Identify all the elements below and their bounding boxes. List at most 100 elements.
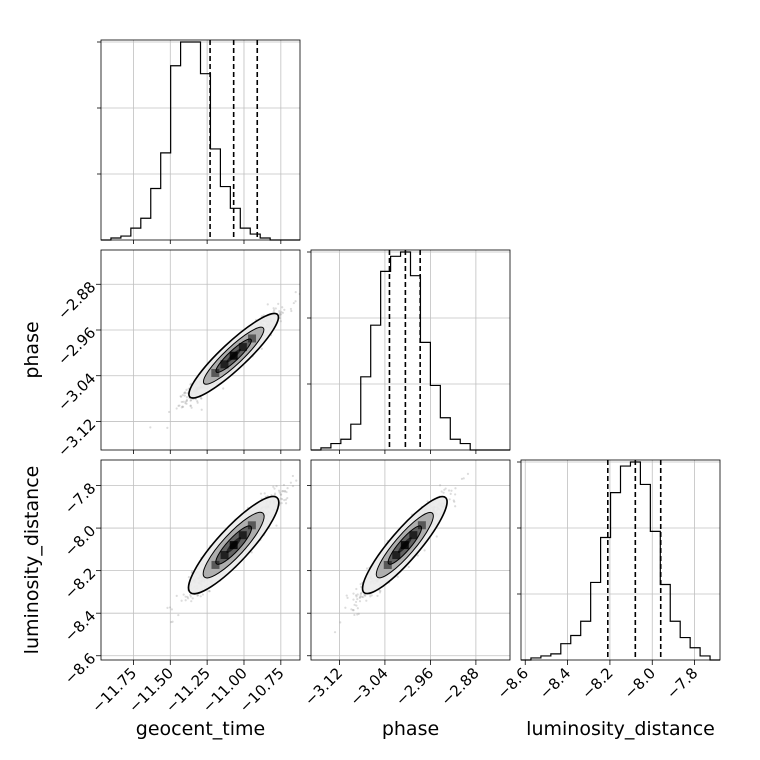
sample-point [369, 595, 372, 598]
sample-point [278, 313, 282, 316]
sample-point [379, 589, 382, 593]
sample-point [358, 596, 361, 599]
sample-point [294, 300, 297, 303]
sample-point [189, 404, 192, 407]
sample-point [177, 613, 180, 617]
sample-point [185, 402, 188, 405]
sample-point [170, 620, 173, 624]
sample-point [183, 392, 186, 395]
sample-point [370, 594, 373, 597]
density-peak-block [211, 368, 220, 377]
sample-point [333, 631, 337, 634]
sample-point [189, 404, 192, 408]
sample-point [273, 492, 277, 495]
panel-frame [520, 459, 721, 661]
sample-point [359, 592, 362, 596]
sample-point [278, 491, 281, 494]
sample-point [356, 607, 359, 610]
x-axis-label: luminosity_distance [526, 718, 715, 740]
sample-point [177, 404, 180, 407]
sample-point [364, 594, 367, 597]
sample-point [208, 590, 211, 593]
y-axis-label: luminosity_distance [21, 466, 43, 655]
sample-point [190, 570, 194, 573]
panel-frame [100, 249, 301, 451]
sample-point [354, 600, 358, 604]
sample-point [189, 595, 192, 598]
sample-point [178, 404, 181, 407]
sample-point [289, 307, 293, 311]
sample-point [307, 451, 309, 453]
sample-point [170, 608, 173, 611]
frame-layer [96, 39, 721, 665]
sample-point [440, 490, 443, 493]
sample-point [180, 599, 183, 602]
sample-point [466, 472, 470, 475]
sample-point [295, 479, 298, 482]
sample-point [181, 405, 184, 408]
sample-point [280, 310, 283, 314]
sample-point [196, 401, 199, 404]
y-tick-label: −7.8 [61, 479, 99, 517]
data-layer [101, 40, 720, 661]
sample-point [344, 606, 347, 609]
y-tick-label: −8.4 [61, 607, 99, 645]
sample-point [283, 499, 286, 502]
sample-point [200, 408, 203, 411]
density-peak-block [400, 541, 409, 550]
sample-point [186, 597, 190, 600]
density-peak-block [247, 521, 256, 530]
sample-point [359, 596, 362, 599]
sample-point [259, 492, 263, 495]
sample-point [179, 395, 182, 398]
sample-point [184, 391, 187, 395]
sample-point [279, 497, 282, 500]
sample-point [359, 582, 362, 586]
panel-frame [100, 39, 301, 241]
sample-point [263, 492, 266, 495]
sample-point [356, 598, 359, 601]
sample-point [360, 585, 363, 588]
sample-point [200, 397, 203, 400]
sample-point [376, 594, 379, 597]
x-tick-label: −2.96 [392, 664, 437, 709]
sample-point [279, 493, 282, 496]
sample-point [186, 595, 189, 599]
x-tick-label: −3.12 [301, 664, 346, 709]
sample-point [285, 490, 288, 494]
x-tick-label: −8.4 [536, 664, 574, 702]
sample-point [278, 309, 281, 313]
sample-point [286, 496, 289, 500]
sample-point [184, 599, 187, 602]
sample-point [435, 535, 438, 538]
sample-point [378, 591, 382, 594]
sample-point [286, 487, 289, 490]
panel-frame [310, 249, 511, 451]
sample-point [222, 387, 225, 390]
sample-point [339, 621, 342, 624]
sample-point [185, 388, 188, 391]
sample-point [190, 600, 193, 603]
sample-point [189, 593, 192, 597]
histogram-phase [311, 251, 510, 451]
sample-point [275, 485, 278, 488]
sample-point [201, 593, 204, 596]
x-tick-label: −8.6 [494, 664, 532, 702]
sample-point [438, 484, 442, 487]
sample-point [356, 613, 359, 616]
sample-point [289, 481, 292, 484]
sample-point [423, 549, 426, 552]
sample-point [278, 317, 282, 320]
sample-point [250, 551, 253, 554]
sample-point [208, 589, 211, 593]
sample-point [360, 595, 364, 598]
sample-point [454, 487, 457, 490]
sample-point [189, 399, 192, 402]
density-peak-block [220, 360, 229, 369]
density-peak-block [392, 551, 401, 560]
histogram-luminosity_distance [521, 461, 720, 661]
sample-point [183, 394, 186, 397]
sample-point [273, 487, 276, 490]
y-tick-label: −3.04 [54, 369, 99, 414]
sample-point [352, 592, 355, 595]
